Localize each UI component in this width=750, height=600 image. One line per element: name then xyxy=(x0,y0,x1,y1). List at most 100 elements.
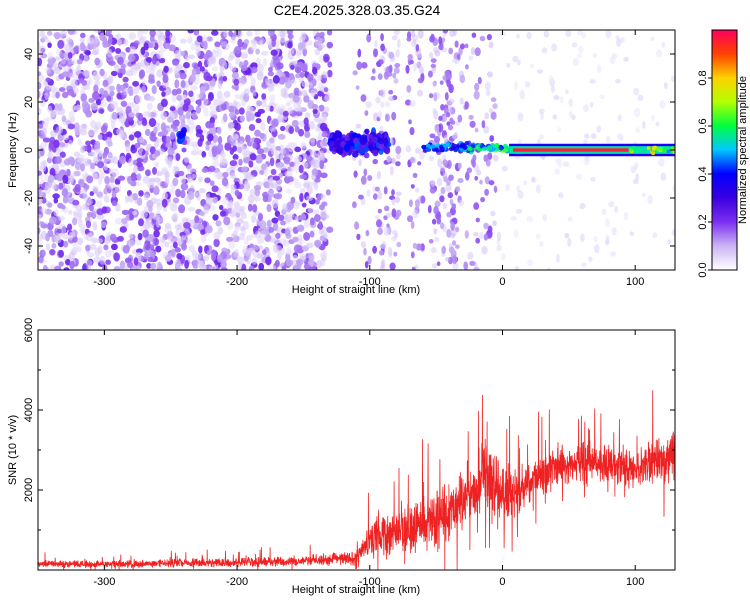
colorbar-swatch xyxy=(712,44,737,47)
spectrogram-cell xyxy=(435,148,440,153)
colorbar-tick-label: 0.6 xyxy=(697,118,709,133)
spectrogram-cell xyxy=(78,218,83,228)
spectrogram-cell xyxy=(651,151,656,156)
spectrogram-cell xyxy=(319,159,325,170)
colorbar-swatch xyxy=(712,264,737,267)
spectrogram-cell xyxy=(392,72,397,79)
spectrogram-cell xyxy=(303,220,310,228)
spectrogram-cell xyxy=(483,222,489,230)
spectrogram-cell xyxy=(297,234,303,243)
spectrogram-cell xyxy=(45,84,53,90)
spectrogram-cell xyxy=(446,121,451,126)
spectrogram-cell xyxy=(300,142,307,149)
spectrogram-cell xyxy=(246,105,254,114)
spectrogram-cell xyxy=(251,257,258,265)
spectrogram-cell xyxy=(98,149,104,158)
spectrogram-cell xyxy=(216,254,224,263)
spectrogram-cell xyxy=(506,62,511,68)
spectrogram-cell xyxy=(55,56,60,62)
spectrogram-cell xyxy=(304,131,311,139)
spectrogram-cell xyxy=(187,206,196,212)
spectrogram-cell xyxy=(405,145,412,153)
spectrogram-cell xyxy=(238,259,246,265)
spectrogram-cell xyxy=(513,80,518,90)
spectrogram-cell xyxy=(108,85,115,92)
spectrogram-cell xyxy=(565,233,569,239)
spectrogram-cell xyxy=(662,149,667,154)
colorbar-swatch xyxy=(712,268,737,271)
spectrogram-cell xyxy=(446,112,451,118)
spectrogram-cell xyxy=(303,182,311,190)
spectrogram-cell xyxy=(128,239,136,247)
spectrogram-cell xyxy=(257,63,264,73)
spectrogram-cell xyxy=(635,173,640,181)
colorbar-swatch xyxy=(712,34,737,37)
spectrogram-cell xyxy=(255,118,262,124)
spectrogram-cell xyxy=(274,183,281,191)
spectrogram-cell xyxy=(583,139,588,145)
colorbar-swatch xyxy=(712,216,737,219)
colorbar-swatch xyxy=(712,148,737,151)
spectrogram-cell xyxy=(583,104,590,113)
snr-panel: -300 -200 -100 0 100 2000 4000 6000 xyxy=(23,318,676,588)
spectrogram-cell xyxy=(535,184,541,194)
spectrogram-cell xyxy=(39,163,47,172)
spectrogram-cell xyxy=(288,126,295,135)
colorbar-swatch xyxy=(712,64,737,67)
spectrogram-cell xyxy=(515,33,521,39)
spectrogram-cell xyxy=(301,202,307,208)
spectrogram-cell xyxy=(198,263,207,270)
spectrogram-cell xyxy=(610,251,616,257)
spectrogram-cell xyxy=(164,226,172,234)
colorbar-swatch xyxy=(712,258,737,261)
spectrogram-cell xyxy=(498,146,504,151)
spectrogram-cell xyxy=(558,192,564,199)
spectrogram-cell xyxy=(70,78,78,88)
spectrogram-cell xyxy=(234,58,241,65)
spectrogram-cell xyxy=(380,33,384,42)
spectrogram-cell xyxy=(191,249,198,259)
colorbar-swatch xyxy=(712,70,737,73)
spectrogram-cell xyxy=(551,43,558,52)
spectrogram-cell xyxy=(254,137,259,144)
spectrogram-cell xyxy=(615,78,621,84)
colorbar-swatch xyxy=(712,184,737,187)
spectrogram-cell xyxy=(77,138,83,146)
spectrogram-cell xyxy=(280,220,286,226)
spectrogram-cell xyxy=(188,54,195,60)
spectrogram-cell xyxy=(171,94,177,103)
spectrogram-cell xyxy=(110,243,118,251)
spectrogram-cell xyxy=(479,179,483,185)
spectrogram-cell xyxy=(148,223,155,228)
colorbar-swatch xyxy=(712,112,737,115)
spectrogram-cell xyxy=(49,167,56,177)
spectrogram-cell xyxy=(130,172,137,182)
spectrogram-cell xyxy=(124,195,130,203)
spectrogram-cell xyxy=(149,146,156,155)
spectrogram-cell xyxy=(438,115,443,121)
spectrogram-cell xyxy=(379,55,385,60)
spectrogram-cell xyxy=(268,66,273,73)
spectrogram-cell xyxy=(441,115,447,123)
spectrogram-cell xyxy=(670,75,675,83)
spectrogram-cell xyxy=(243,156,251,164)
spectrogram-cell xyxy=(265,37,273,46)
spectrogram-cell xyxy=(320,193,326,201)
spectrogram-cell xyxy=(634,107,641,118)
spectrogram-cell xyxy=(442,30,449,34)
spectrogram-cell xyxy=(256,100,263,107)
colorbar-swatch xyxy=(712,232,737,235)
spectrogram-cell xyxy=(196,93,204,99)
spectrogram-cell xyxy=(473,90,480,100)
spectrogram-cell xyxy=(153,126,158,134)
colorbar-swatch xyxy=(712,124,737,127)
spectrogram-cell xyxy=(265,104,271,112)
spectrogram-cell xyxy=(462,145,468,150)
spectrogram-cell xyxy=(605,135,611,144)
spectrogram-cell xyxy=(484,112,490,120)
spectrogram-cell xyxy=(47,52,54,60)
spectrogram-cell xyxy=(552,114,558,120)
spectrogram-cell xyxy=(134,64,141,71)
spectrogram-cell xyxy=(191,68,197,76)
spectrogram-cell xyxy=(490,210,496,217)
